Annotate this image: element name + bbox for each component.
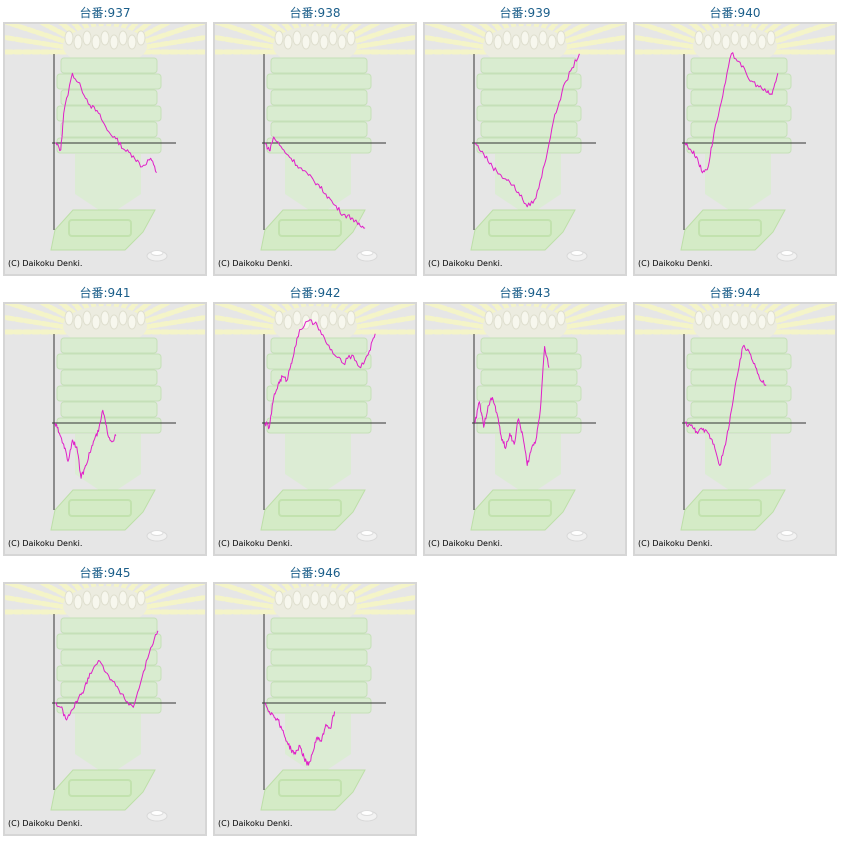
- machine-number-title[interactable]: 台番:945: [79, 566, 131, 580]
- graph-frame: (C) Daikoku Denki.: [3, 22, 207, 276]
- machine-illustration: [5, 24, 205, 262]
- payout-graph: [215, 584, 415, 822]
- payout-line: [474, 346, 550, 466]
- payout-line: [684, 344, 767, 466]
- graph-panel: 台番:942 (C) Daikoku Denki.: [213, 282, 417, 556]
- graph-panel: 台番:943 (C) Daikoku Denki.: [423, 282, 627, 556]
- copyright-text: (C) Daikoku Denki.: [8, 539, 83, 548]
- machine-number-title[interactable]: 台番:946: [289, 566, 341, 580]
- machine-illustration: [5, 304, 205, 542]
- copyright-text: (C) Daikoku Denki.: [218, 259, 293, 268]
- copyright-text: (C) Daikoku Denki.: [8, 259, 83, 268]
- graph-frame: (C) Daikoku Denki.: [3, 582, 207, 836]
- payout-graph: [5, 24, 205, 262]
- payout-line: [264, 136, 366, 229]
- payout-graph: [425, 24, 625, 262]
- copyright-text: (C) Daikoku Denki.: [638, 259, 713, 268]
- graph-frame: (C) Daikoku Denki.: [423, 302, 627, 556]
- payout-graph: [425, 304, 625, 542]
- machine-illustration: [215, 304, 415, 542]
- payout-graph: [215, 304, 415, 542]
- machine-number-title[interactable]: 台番:942: [289, 286, 341, 300]
- graph-frame: (C) Daikoku Denki.: [3, 302, 207, 556]
- payout-line: [54, 409, 117, 479]
- machine-number-title[interactable]: 台番:943: [499, 286, 551, 300]
- payout-line: [264, 319, 376, 430]
- payout-line: [474, 53, 580, 208]
- graph-frame: (C) Daikoku Denki.: [423, 22, 627, 276]
- payout-graph: [635, 24, 835, 262]
- payout-line: [54, 630, 159, 721]
- machine-illustration: [215, 24, 415, 262]
- copyright-text: (C) Daikoku Denki.: [428, 259, 503, 268]
- machine-number-title[interactable]: 台番:940: [709, 6, 761, 20]
- machine-illustration: [635, 304, 835, 542]
- machine-number-title[interactable]: 台番:938: [289, 6, 341, 20]
- payout-graph: [5, 584, 205, 822]
- payout-graph: [635, 304, 835, 542]
- graph-frame: (C) Daikoku Denki.: [213, 302, 417, 556]
- copyright-text: (C) Daikoku Denki.: [428, 539, 503, 548]
- graph-frame: (C) Daikoku Denki.: [633, 22, 837, 276]
- machine-illustration: [425, 24, 625, 262]
- graph-panel: 台番:938 (C) Daikoku Denki.: [213, 2, 417, 276]
- machine-illustration: [635, 24, 835, 262]
- machine-illustration: [425, 304, 625, 542]
- graph-frame: (C) Daikoku Denki.: [213, 582, 417, 836]
- graph-panel: 台番:937 (C) Daikoku Denki.: [3, 2, 207, 276]
- payout-line: [55, 72, 157, 174]
- copyright-text: (C) Daikoku Denki.: [218, 819, 293, 828]
- payout-line: [684, 52, 779, 174]
- graph-frame: (C) Daikoku Denki.: [633, 302, 837, 556]
- graph-panel: 台番:940 (C) Daikoku Denki.: [633, 2, 837, 276]
- payout-graph: [215, 24, 415, 262]
- copyright-text: (C) Daikoku Denki.: [8, 819, 83, 828]
- machine-number-title[interactable]: 台番:944: [709, 286, 761, 300]
- machine-illustration: [215, 584, 415, 822]
- machine-number-title[interactable]: 台番:941: [79, 286, 131, 300]
- graph-panel: 台番:939 (C) Daikoku Denki.: [423, 2, 627, 276]
- graph-panel: 台番:946 (C) Daikoku Denki.: [213, 562, 417, 836]
- machine-number-title[interactable]: 台番:937: [79, 6, 131, 20]
- payout-line: [264, 702, 336, 766]
- graph-frame: (C) Daikoku Denki.: [213, 22, 417, 276]
- copyright-text: (C) Daikoku Denki.: [218, 539, 293, 548]
- graph-panel: 台番:941 (C) Daikoku Denki.: [3, 282, 207, 556]
- graph-panel: 台番:945 (C) Daikoku Denki.: [3, 562, 207, 836]
- copyright-text: (C) Daikoku Denki.: [638, 539, 713, 548]
- machine-number-title[interactable]: 台番:939: [499, 6, 551, 20]
- payout-graph: [5, 304, 205, 542]
- graph-panel: 台番:944 (C) Daikoku Denki.: [633, 282, 837, 556]
